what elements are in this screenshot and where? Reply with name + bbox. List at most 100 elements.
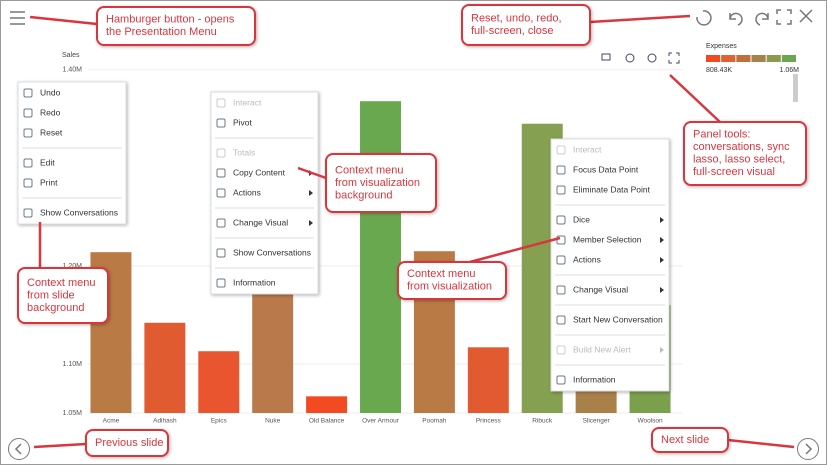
callout-connector — [33, 442, 87, 449]
next-slide-button[interactable] — [797, 438, 819, 460]
y-tick-label: 1.40M — [63, 67, 83, 74]
menu-icon — [23, 208, 33, 218]
menu-icon — [556, 285, 566, 295]
menu-background — [550, 138, 670, 392]
menu-icon — [556, 255, 566, 265]
fullscreen-visual-tool[interactable] — [668, 52, 680, 64]
callout: Reset, undo, redo,full-screen, close — [461, 4, 691, 46]
menu-icon — [216, 148, 226, 158]
menu-icon — [556, 345, 566, 355]
legend-swatch — [721, 55, 736, 62]
menu-item[interactable]: Change Visual — [573, 284, 628, 294]
bar[interactable] — [144, 322, 186, 413]
legend-swatch — [706, 55, 721, 62]
menu-item[interactable]: Change Visual — [233, 217, 288, 227]
x-tick-label: Princess — [476, 418, 502, 425]
menu-icon — [23, 158, 33, 168]
menu-item[interactable]: Start New Conversation — [573, 314, 663, 324]
callout-text: the Presentation Menu — [106, 26, 217, 38]
menu-icon — [556, 185, 566, 195]
menu-item[interactable]: Pivot — [233, 117, 253, 127]
bar[interactable] — [467, 347, 509, 413]
y-tick-label: 1.20M — [63, 263, 83, 270]
menu-icon — [23, 88, 33, 98]
menu-item[interactable]: Undo — [40, 87, 61, 97]
previous-slide-button[interactable] — [8, 438, 30, 460]
menu-icon — [23, 128, 33, 138]
menu-icon — [216, 168, 226, 178]
menu-item[interactable]: Copy Content — [233, 167, 286, 177]
menu-item[interactable]: Redo — [40, 107, 61, 117]
sync-lasso-tool[interactable] — [625, 53, 635, 63]
callout-text: full-screen visual — [693, 166, 775, 178]
context-menu: Undo Redo Reset Edit Print Show Conversations — [17, 81, 127, 225]
legend-min: 808.43K — [706, 67, 732, 74]
scrollbar — [793, 74, 798, 102]
bar[interactable] — [360, 101, 401, 413]
menu-item[interactable]: Focus Data Point — [573, 164, 639, 174]
callout-text: Context menu — [335, 164, 403, 176]
callout-text: Hamburger button - opens — [106, 14, 235, 26]
menu-icon — [23, 178, 33, 188]
callout-box — [683, 121, 807, 186]
close-button[interactable] — [799, 9, 813, 23]
undo-button[interactable] — [729, 12, 743, 26]
menu-item[interactable]: Information — [573, 374, 616, 384]
menu-item[interactable]: Show Conversations — [233, 247, 311, 257]
reset-button[interactable] — [696, 10, 712, 26]
x-tick-label: Poomah — [422, 418, 447, 425]
menu-item[interactable]: Actions — [233, 187, 261, 197]
menu-icon — [556, 215, 566, 225]
x-tick-label: Ribuck — [532, 418, 553, 425]
submenu-arrow — [660, 257, 664, 263]
menu-item[interactable]: Information — [233, 277, 276, 287]
callout-connector — [669, 74, 721, 123]
menu-item[interactable]: Dice — [573, 214, 590, 224]
menu-item[interactable]: Reset — [40, 127, 63, 137]
callout-text: background — [335, 189, 393, 201]
redo-button[interactable] — [755, 12, 769, 26]
x-tick-label: Slicenger — [583, 418, 611, 425]
hamburger-button[interactable] — [10, 11, 25, 25]
menu-item[interactable]: Show Conversations — [40, 207, 118, 217]
callout-connector — [29, 15, 98, 26]
x-tick-label: Woolson — [637, 418, 663, 425]
context-menu: Interact Focus Data Point Eliminate Data P… — [550, 138, 670, 392]
menu-item[interactable]: Edit — [40, 157, 55, 167]
menu-background — [17, 81, 127, 225]
menus: Undo Redo Reset Edit Print Show Conversations… — [17, 81, 670, 392]
x-tick-label: Nuke — [265, 418, 281, 425]
menu-icon — [216, 218, 226, 228]
callout-connector — [297, 166, 327, 180]
menu-icon — [556, 165, 566, 175]
lasso-select-tool[interactable] — [647, 53, 657, 63]
menu-icon — [556, 145, 566, 155]
callout-box — [96, 6, 256, 46]
callout-text: Panel tools: — [693, 129, 750, 141]
conversations-tool[interactable] — [601, 53, 611, 61]
fullscreen-button[interactable] — [776, 9, 792, 25]
legend-max: 1.06M — [780, 67, 800, 74]
menu-icon — [216, 278, 226, 288]
legend-title: Expenses — [706, 43, 737, 50]
y-axis-label: Sales — [62, 52, 80, 59]
legend-swatch — [766, 55, 781, 62]
menu-item[interactable]: Actions — [573, 254, 601, 264]
previous-arrow — [14, 443, 22, 455]
menu-item[interactable]: Eliminate Data Point — [573, 184, 651, 194]
bar[interactable] — [306, 396, 348, 413]
menu-item[interactable]: Print — [40, 177, 58, 187]
menu-item: Totals — [233, 147, 255, 157]
submenu-arrow — [660, 347, 664, 353]
bar[interactable] — [198, 351, 240, 413]
menu-icon — [556, 315, 566, 325]
callout-connector — [469, 236, 561, 264]
callout-text: Context menu — [407, 268, 475, 280]
menu-item[interactable]: Member Selection — [573, 234, 642, 244]
callout: Previous slide — [33, 429, 169, 457]
